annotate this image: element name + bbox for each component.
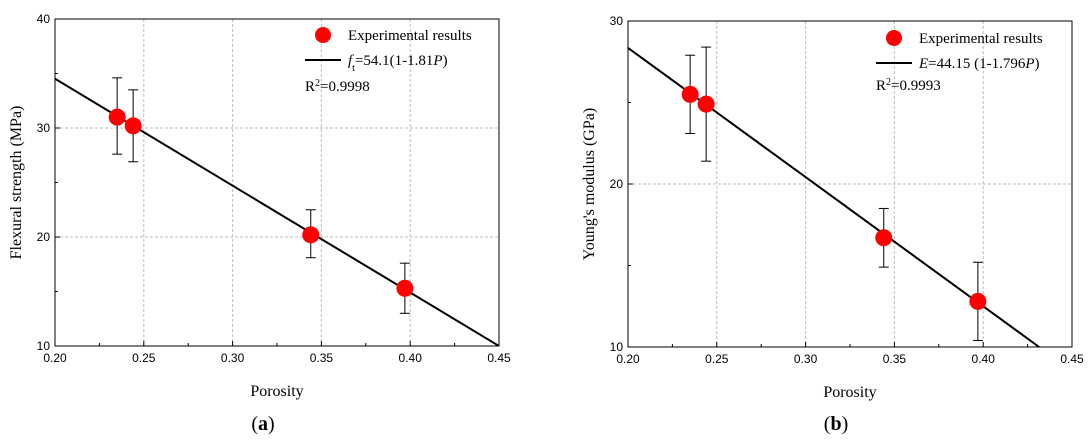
data-point bbox=[681, 85, 699, 103]
x-tick-label: 0.35 bbox=[310, 351, 334, 365]
panel-label: (a) bbox=[251, 413, 274, 435]
x-tick-label: 0.40 bbox=[399, 351, 423, 365]
data-point bbox=[302, 226, 320, 244]
legend-label-experimental: Experimental results bbox=[348, 28, 472, 44]
y-tick-label: 30 bbox=[37, 121, 51, 135]
y-axis-title: Flexural strength (MPa) bbox=[8, 106, 25, 260]
data-point bbox=[108, 108, 126, 126]
data-point bbox=[124, 117, 142, 135]
x-tick-label: 0.30 bbox=[794, 352, 818, 366]
r-squared-annotation: R2=0.9998 bbox=[305, 78, 370, 96]
x-tick-label: 0.25 bbox=[705, 352, 729, 366]
panel-label: (b) bbox=[824, 413, 848, 435]
y-tick-label: 10 bbox=[610, 340, 624, 354]
chart-panel-a: 0.20 0.25 0.30 0.35 0.40 0.45 10 20 30 40 Porosity… bbox=[8, 12, 511, 435]
y-axis-title: Young's modulus (GPa) bbox=[581, 108, 598, 260]
legend-label-fit: ft=54.1(1-1.81P) bbox=[348, 53, 448, 74]
x-tick-label: 0.20 bbox=[616, 352, 640, 366]
x-tick-label: 0.30 bbox=[221, 351, 245, 365]
y-tick-label: 20 bbox=[37, 230, 51, 244]
legend-label-fit: E=44.15 (1-1.796P) bbox=[918, 56, 1040, 72]
x-tick-label: 0.45 bbox=[487, 351, 511, 365]
y-tick-label: 40 bbox=[37, 12, 51, 26]
data-point bbox=[697, 95, 715, 113]
x-tick-label: 0.20 bbox=[43, 351, 67, 365]
x-axis-title: Porosity bbox=[250, 383, 303, 400]
data-point bbox=[396, 279, 414, 297]
legend-label-experimental: Experimental results bbox=[919, 31, 1043, 47]
r-squared-annotation: R2=0.9993 bbox=[876, 77, 941, 95]
x-axis-title: Porosity bbox=[823, 384, 876, 401]
y-tick-label: 20 bbox=[610, 177, 624, 191]
data-point bbox=[875, 229, 893, 247]
x-tick-label: 0.35 bbox=[883, 352, 907, 366]
legend-marker-experimental bbox=[315, 27, 331, 43]
data-point bbox=[969, 292, 987, 310]
x-tick-label: 0.25 bbox=[132, 351, 156, 365]
chart-panel-b: 0.20 0.25 0.30 0.35 0.40 0.45 10 20 30 Porosity Yo… bbox=[581, 14, 1084, 435]
y-tick-label: 30 bbox=[610, 14, 624, 28]
x-tick-label: 0.45 bbox=[1060, 352, 1084, 366]
legend-marker-experimental bbox=[886, 30, 902, 46]
y-tick-label: 10 bbox=[37, 339, 51, 353]
x-tick-label: 0.40 bbox=[972, 352, 996, 366]
